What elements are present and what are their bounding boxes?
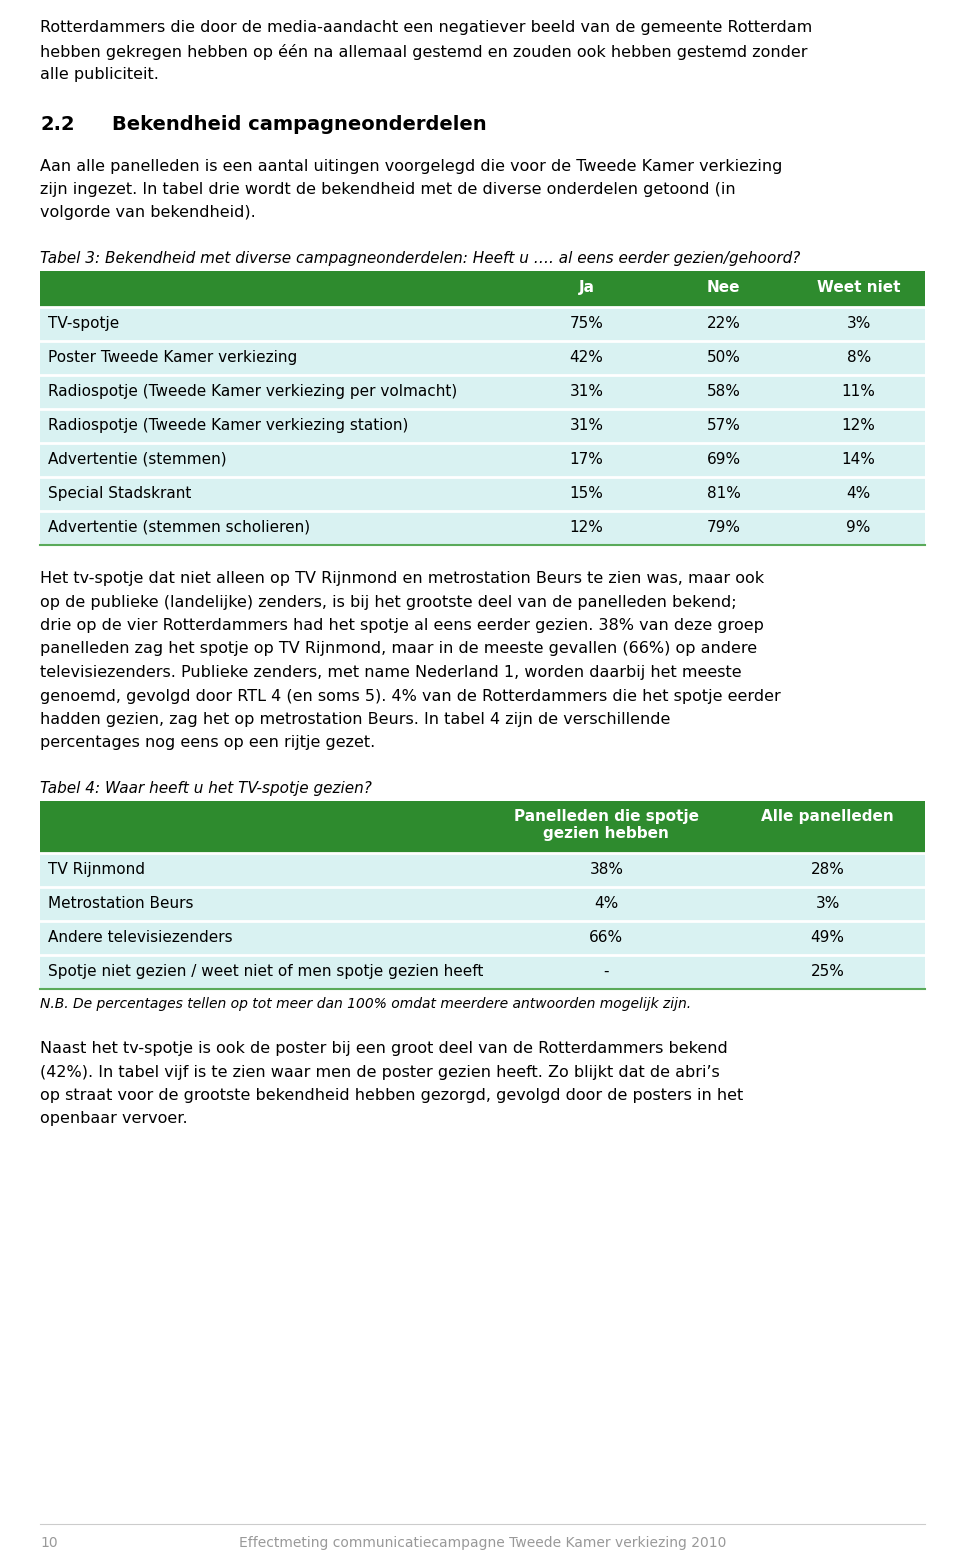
Bar (40, 374, 925, 409)
Text: TV Rijnmond: TV Rijnmond (48, 861, 145, 877)
Text: drie op de vier Rotterdammers had het spotje al eens eerder gezien. 38% van deze: drie op de vier Rotterdammers had het sp… (40, 619, 764, 633)
Text: Bekendheid campagneonderdelen: Bekendheid campagneonderdelen (112, 114, 487, 133)
Bar (40, 341, 925, 374)
Text: Alle panelleden: Alle panelleden (761, 810, 894, 824)
Text: 28%: 28% (810, 861, 845, 877)
Text: Special Stadskrant: Special Stadskrant (48, 485, 191, 501)
Text: -: - (604, 965, 610, 979)
Text: genoemd, gevolgd door RTL 4 (en soms 5). 4% van de Rotterdammers die het spotje : genoemd, gevolgd door RTL 4 (en soms 5).… (40, 689, 780, 703)
Text: 31%: 31% (569, 384, 604, 399)
Text: 50%: 50% (707, 349, 740, 365)
Text: percentages nog eens op een rijtje gezet.: percentages nog eens op een rijtje gezet… (40, 736, 375, 750)
Text: Tabel 4: Waar heeft u het TV-spotje gezien?: Tabel 4: Waar heeft u het TV-spotje gezi… (40, 781, 372, 796)
Bar (40, 853, 925, 886)
Text: alle publiciteit.: alle publiciteit. (40, 67, 158, 81)
Text: 12%: 12% (569, 520, 604, 536)
Text: 42%: 42% (569, 349, 604, 365)
Text: Weet niet: Weet niet (817, 280, 900, 294)
Text: 81%: 81% (707, 485, 740, 501)
Bar (40, 478, 925, 511)
Text: hebben gekregen hebben op één na allemaal gestemd en zouden ook hebben gestemd z: hebben gekregen hebben op één na allemaa… (40, 44, 807, 60)
Text: volgorde van bekendheid).: volgorde van bekendheid). (40, 205, 255, 221)
Text: 75%: 75% (569, 316, 604, 330)
Text: 22%: 22% (707, 316, 740, 330)
Bar (40, 921, 925, 955)
Text: Metrostation Beurs: Metrostation Beurs (48, 896, 194, 911)
Text: 31%: 31% (569, 418, 604, 434)
Text: Panelleden die spotje: Panelleden die spotje (514, 810, 699, 824)
Text: (42%). In tabel vijf is te zien waar men de poster gezien heeft. Zo blijkt dat d: (42%). In tabel vijf is te zien waar men… (40, 1065, 720, 1079)
Text: 66%: 66% (589, 930, 623, 944)
Bar (40, 886, 925, 921)
Text: Nee: Nee (707, 280, 740, 294)
Text: 58%: 58% (707, 384, 740, 399)
Text: panelleden zag het spotje op TV Rijnmond, maar in de meeste gevallen (66%) op an: panelleden zag het spotje op TV Rijnmond… (40, 642, 757, 656)
Text: Naast het tv-spotje is ook de poster bij een groot deel van de Rotterdammers bek: Naast het tv-spotje is ook de poster bij… (40, 1041, 728, 1055)
Text: 4%: 4% (847, 485, 871, 501)
Text: Advertentie (stemmen): Advertentie (stemmen) (48, 453, 227, 467)
Text: Advertentie (stemmen scholieren): Advertentie (stemmen scholieren) (48, 520, 310, 536)
Text: 49%: 49% (810, 930, 845, 944)
Text: 38%: 38% (589, 861, 623, 877)
Text: openbaar vervoer.: openbaar vervoer. (40, 1112, 187, 1126)
Text: Tabel 3: Bekendheid met diverse campagneonderdelen: Heeft u …. al eens eerder ge: Tabel 3: Bekendheid met diverse campagne… (40, 251, 801, 266)
Text: 79%: 79% (707, 520, 741, 536)
Text: 17%: 17% (569, 453, 604, 467)
Text: op de publieke (landelijke) zenders, is bij het grootste deel van de panelleden : op de publieke (landelijke) zenders, is … (40, 595, 736, 609)
Bar (40, 443, 925, 478)
Text: Andere televisiezenders: Andere televisiezenders (48, 930, 232, 944)
Bar (40, 800, 925, 853)
Text: 69%: 69% (707, 453, 741, 467)
Text: televisiezenders. Publieke zenders, met name Nederland 1, worden daarbij het mee: televisiezenders. Publieke zenders, met … (40, 666, 742, 680)
Text: 2.2: 2.2 (40, 114, 75, 133)
Text: 3%: 3% (815, 896, 840, 911)
Text: N.B. De percentages tellen op tot meer dan 100% omdat meerdere antwoorden mogeli: N.B. De percentages tellen op tot meer d… (40, 998, 691, 1012)
Text: Aan alle panelleden is een aantal uitingen voorgelegd die voor de Tweede Kamer v: Aan alle panelleden is een aantal uiting… (40, 158, 782, 174)
Text: 15%: 15% (569, 485, 604, 501)
Text: 4%: 4% (594, 896, 618, 911)
Text: Effectmeting communicatiecampagne Tweede Kamer verkiezing 2010: Effectmeting communicatiecampagne Tweede… (239, 1536, 726, 1550)
Text: gezien hebben: gezien hebben (543, 825, 669, 841)
Bar (40, 271, 925, 307)
Text: Radiospotje (Tweede Kamer verkiezing station): Radiospotje (Tweede Kamer verkiezing sta… (48, 418, 408, 434)
Text: TV-spotje: TV-spotje (48, 316, 119, 330)
Text: op straat voor de grootste bekendheid hebben gezorgd, gevolgd door de posters in: op straat voor de grootste bekendheid he… (40, 1088, 743, 1102)
Text: Poster Tweede Kamer verkiezing: Poster Tweede Kamer verkiezing (48, 349, 298, 365)
Text: 3%: 3% (847, 316, 871, 330)
Text: hadden gezien, zag het op metrostation Beurs. In tabel 4 zijn de verschillende: hadden gezien, zag het op metrostation B… (40, 713, 670, 727)
Bar (40, 511, 925, 545)
Text: 10: 10 (40, 1536, 58, 1550)
Bar (40, 307, 925, 341)
Text: 14%: 14% (842, 453, 876, 467)
Text: Het tv-spotje dat niet alleen op TV Rijnmond en metrostation Beurs te zien was, : Het tv-spotje dat niet alleen op TV Rijn… (40, 572, 764, 586)
Text: Radiospotje (Tweede Kamer verkiezing per volmacht): Radiospotje (Tweede Kamer verkiezing per… (48, 384, 457, 399)
Text: zijn ingezet. In tabel drie wordt de bekendheid met de diverse onderdelen getoon: zijn ingezet. In tabel drie wordt de bek… (40, 182, 735, 197)
Bar (40, 955, 925, 990)
Text: 11%: 11% (842, 384, 876, 399)
Text: 8%: 8% (847, 349, 871, 365)
Text: 57%: 57% (707, 418, 740, 434)
Text: 9%: 9% (847, 520, 871, 536)
Bar (40, 409, 925, 443)
Text: Spotje niet gezien / weet niet of men spotje gezien heeft: Spotje niet gezien / weet niet of men sp… (48, 965, 484, 979)
Text: 12%: 12% (842, 418, 876, 434)
Text: 25%: 25% (810, 965, 845, 979)
Text: Rotterdammers die door de media-aandacht een negatiever beeld van de gemeente Ro: Rotterdammers die door de media-aandacht… (40, 20, 812, 34)
Text: Ja: Ja (579, 280, 594, 294)
